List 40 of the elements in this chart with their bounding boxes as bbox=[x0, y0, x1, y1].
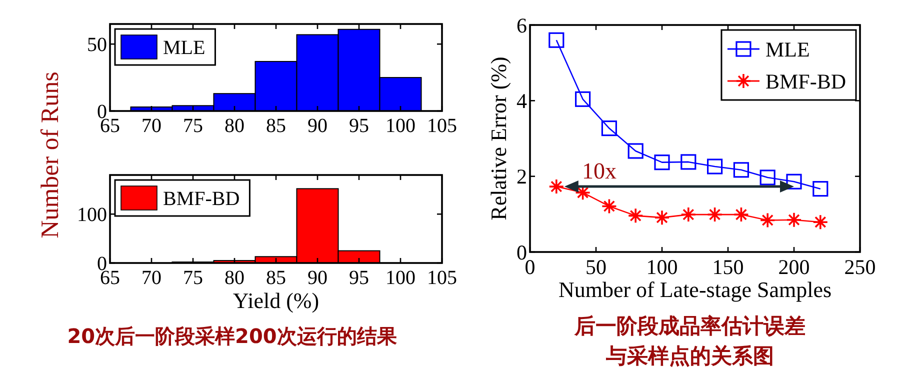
x-tick-label: 75 bbox=[183, 115, 203, 137]
legend: MLE bbox=[114, 28, 216, 66]
x-tick-label: 50 bbox=[586, 255, 606, 279]
x-tick-label: 80 bbox=[224, 267, 244, 289]
x-axis-title: Yield (%) bbox=[232, 288, 320, 313]
x-tick-label: 250 bbox=[844, 255, 876, 279]
legend-label: BMF-BD bbox=[163, 188, 240, 210]
x-tick-label: 70 bbox=[142, 115, 162, 137]
legend-label: MLE bbox=[765, 37, 810, 62]
x-axis-title: Number of Late-stage Samples bbox=[558, 277, 832, 302]
x-tick-label: 85 bbox=[266, 115, 286, 137]
x-tick-label: 100 bbox=[386, 115, 416, 137]
x-tick-label: 150 bbox=[712, 255, 744, 279]
x-tick-label: 70 bbox=[142, 267, 162, 289]
y-tick-label: 4 bbox=[516, 89, 528, 114]
x-tick-label: 90 bbox=[308, 115, 328, 137]
legend-label: BMF-BD bbox=[765, 69, 846, 94]
text: 后一阶段成品率估计误差 bbox=[574, 314, 806, 338]
x-tick-label: 105 bbox=[427, 267, 457, 289]
legend: BMF-BD bbox=[114, 179, 250, 217]
y-tick-label: 6 bbox=[516, 13, 527, 38]
annotation: 10x bbox=[582, 158, 617, 184]
y-tick-label: 50 bbox=[87, 34, 107, 56]
y-tick-label: 2 bbox=[516, 164, 527, 189]
y-axis-title: Relative Error (%) bbox=[486, 56, 511, 220]
text: 20次后一阶段采样200次运行的结果 bbox=[67, 324, 398, 348]
x-tick-label: 95 bbox=[349, 267, 369, 289]
x-tick-label: 75 bbox=[183, 267, 203, 289]
x-tick-label: 105 bbox=[427, 115, 457, 137]
x-tick-label: 95 bbox=[349, 115, 369, 137]
text: 与采样点的关系图 bbox=[605, 344, 774, 368]
x-tick-label: 100 bbox=[386, 267, 416, 289]
y-tick-label: 100 bbox=[77, 204, 107, 226]
x-tick-label: 200 bbox=[778, 255, 810, 279]
legend-label: MLE bbox=[163, 37, 206, 59]
x-tick-label: 80 bbox=[224, 115, 244, 137]
x-tick-label: 100 bbox=[646, 255, 678, 279]
y-axis-title: Number of Runs bbox=[37, 72, 64, 238]
x-tick-label: 90 bbox=[308, 267, 328, 289]
x-tick-label: 85 bbox=[266, 267, 286, 289]
